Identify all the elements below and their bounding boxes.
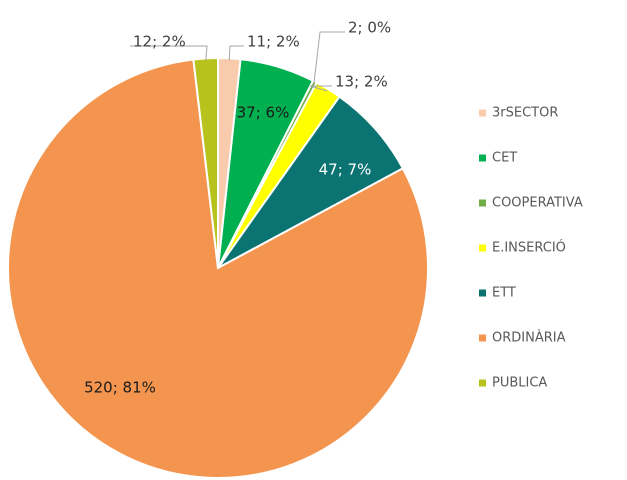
leader-line: [228, 45, 244, 61]
legend-label: 3rSECTOR: [492, 106, 558, 121]
data-label: 47; 7%: [319, 161, 372, 179]
data-label: 37; 6%: [237, 104, 290, 122]
legend-swatch: [479, 289, 486, 297]
leader-line: [309, 85, 332, 92]
legend-swatch: [479, 109, 486, 117]
data-label: 13; 2%: [335, 73, 388, 91]
data-label: 2; 0%: [348, 19, 391, 37]
legend-swatch: [479, 154, 486, 162]
legend-swatch: [479, 334, 486, 342]
legend-swatch: [479, 199, 486, 207]
legend-label: E.INSERCIÓ: [492, 240, 566, 256]
legend-label: COOPERATIVA: [492, 196, 583, 211]
legend-label: CET: [492, 151, 517, 166]
leader-line: [130, 45, 208, 61]
legend-label: PUBLICA: [492, 376, 547, 391]
legend-label: ORDINÀRIA: [492, 330, 566, 346]
legend-swatch: [479, 379, 486, 387]
leader-line: [313, 31, 345, 84]
data-label: 12; 2%: [133, 33, 186, 51]
data-label: 11; 2%: [247, 33, 300, 51]
pie-slice: [7, 58, 429, 479]
legend-label: ETT: [492, 286, 516, 301]
data-label: 520; 81%: [84, 379, 156, 397]
legend-swatch: [479, 244, 486, 252]
